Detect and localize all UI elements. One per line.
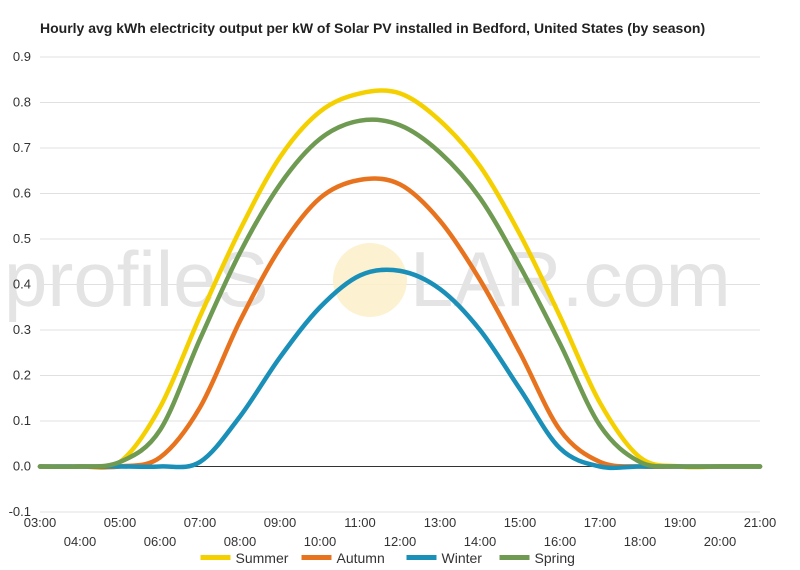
y-tick-label: 0.5	[13, 231, 31, 246]
watermark-sun-icon	[333, 243, 407, 317]
legend-swatch	[499, 555, 530, 560]
legend-item-summer[interactable]: Summer	[200, 550, 289, 566]
y-tick-label: -0.1	[9, 504, 31, 519]
y-tick-label: 0.6	[13, 186, 31, 201]
watermark-text-left: profileS	[4, 235, 268, 323]
y-tick-label: 0.4	[13, 277, 31, 292]
x-tick-label: 07:00	[184, 515, 217, 530]
y-tick-label: 0.7	[13, 140, 31, 155]
watermark: profileS LAR.com	[4, 235, 731, 323]
series-lines	[37, 88, 763, 471]
x-tick-label: 03:00	[24, 515, 57, 530]
x-tick-label: 14:00	[464, 534, 497, 549]
x-tick-label: 20:00	[704, 534, 737, 549]
x-tick-label: 15:00	[504, 515, 537, 530]
x-tick-label: 17:00	[584, 515, 617, 530]
y-tick-label: 0.3	[13, 322, 31, 337]
legend-item-spring[interactable]: Spring	[499, 550, 575, 566]
x-tick-label: 09:00	[264, 515, 297, 530]
legend: Summer Autumn Winter Spring	[200, 550, 575, 566]
x-tick-label: 05:00	[104, 515, 137, 530]
x-tick-label: 16:00	[544, 534, 577, 549]
x-tick-label: 08:00	[224, 534, 257, 549]
x-tick-label: 19:00	[664, 515, 697, 530]
legend-item-winter[interactable]: Winter	[406, 550, 483, 566]
x-tick-label: 21:00	[744, 515, 777, 530]
legend-label: Spring	[535, 550, 575, 566]
series-line-summer	[37, 88, 763, 470]
y-tick-label: 0.8	[13, 95, 31, 110]
legend-swatch	[200, 555, 231, 560]
chart-title: Hourly avg kWh electricity output per kW…	[40, 20, 705, 36]
x-tick-label: 06:00	[144, 534, 177, 549]
x-tick-label: 10:00	[304, 534, 337, 549]
legend-swatch	[406, 555, 437, 560]
x-tick-label: 12:00	[384, 534, 417, 549]
y-tick-label: 0.2	[13, 368, 31, 383]
y-axis-ticks: 0.9 0.8 0.7 0.6 0.5 0.4 0.3 0.2 0.1 0.0 -0.1	[9, 49, 31, 519]
y-tick-label: 0.0	[13, 459, 31, 474]
y-tick-label: 0.9	[13, 49, 31, 64]
x-tick-label: 18:00	[624, 534, 657, 549]
series-line-spring	[37, 117, 763, 470]
legend-label: Summer	[236, 550, 289, 566]
legend-swatch	[301, 555, 332, 560]
legend-item-autumn[interactable]: Autumn	[301, 550, 385, 566]
series-line-winter	[37, 267, 763, 471]
x-tick-label: 11:00	[344, 515, 376, 530]
x-axis-ticks: 03:00 04:00 05:00 06:00 07:00 08:00 09:00 10:00…	[24, 515, 777, 549]
legend-label: Autumn	[337, 550, 385, 566]
x-tick-label: 04:00	[64, 534, 97, 549]
legend-label: Winter	[442, 550, 483, 566]
x-tick-label: 13:00	[424, 515, 457, 530]
y-tick-label: 0.1	[13, 413, 31, 428]
